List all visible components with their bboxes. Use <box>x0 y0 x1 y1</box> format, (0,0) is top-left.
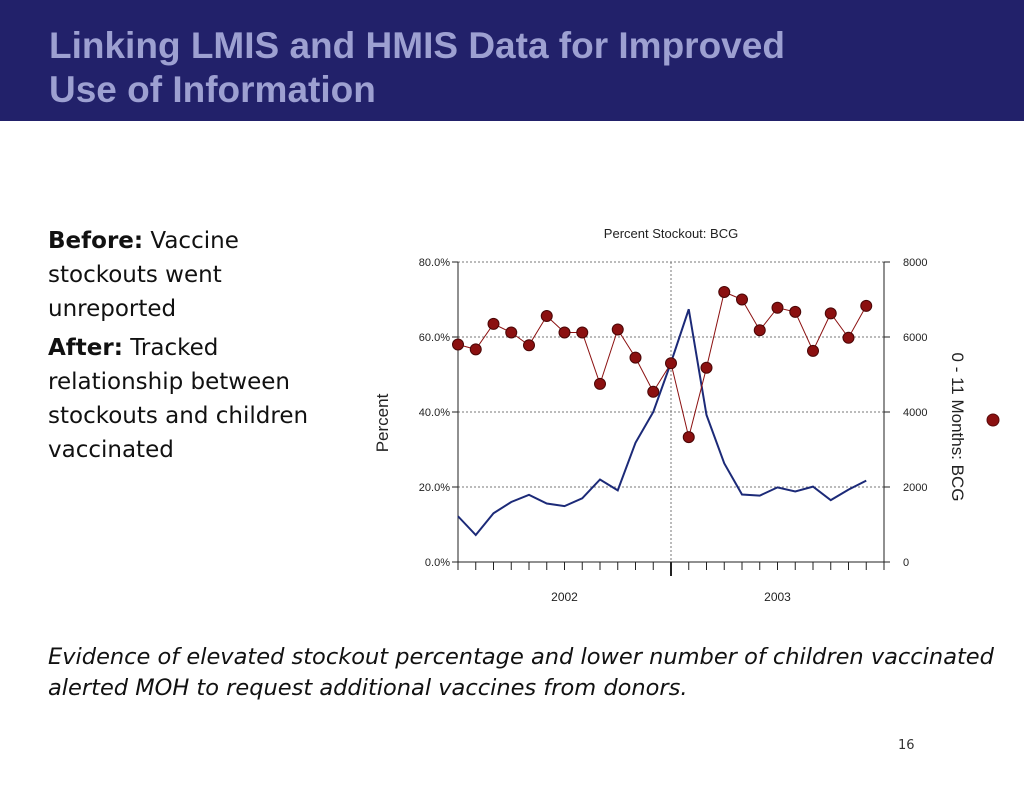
series <box>452 286 873 537</box>
legend-marker-stockout <box>986 413 1000 427</box>
series-point-stockout <box>682 431 695 444</box>
series-point-stockout <box>700 361 713 374</box>
series-point-stockout <box>789 305 802 318</box>
y-tick-label: 60.0% <box>419 332 450 344</box>
gridlines <box>458 261 884 562</box>
x-year-label: 2003 <box>764 590 791 604</box>
series-point-stockout <box>842 331 855 344</box>
title-bar: Linking LMIS and HMIS Data for Improved … <box>0 0 1024 121</box>
series-point-stockout <box>736 293 748 306</box>
series-point-stockout <box>523 339 535 352</box>
y2-tick-label: 0 <box>903 557 909 569</box>
slide-title-line-1: Linking LMIS and HMIS Data for Improved <box>49 25 785 66</box>
series-point-stockout <box>753 324 766 337</box>
y-tick-label: 20.0% <box>419 482 450 494</box>
y-tick-label: 80.0% <box>419 257 450 269</box>
series-point-stockout <box>576 326 589 339</box>
series-point-stockout <box>505 326 518 339</box>
chart-canvas: Percent Stockout: BCG Percent 0 - 11 Mon… <box>373 226 1000 604</box>
caption-text: Evidence of elevated stockout percentage… <box>48 644 994 701</box>
y-tick-label: 40.0% <box>419 407 450 419</box>
series-point-stockout <box>487 317 500 330</box>
bullet-after: After: Tracked relationship between stoc… <box>48 331 348 467</box>
slide-title: Linking LMIS and HMIS Data for Improved … <box>49 24 949 112</box>
y2-tick-label: 2000 <box>903 482 927 494</box>
series-point-stockout <box>629 351 642 364</box>
bullet-before-text: Vaccine stockouts went unreported <box>48 228 239 322</box>
bullet-after-text: Tracked relationship between stockouts a… <box>48 335 309 463</box>
series-point-stockout <box>611 323 624 336</box>
y2-tick-label: 8000 <box>903 257 927 269</box>
series-point-stockout <box>807 344 819 357</box>
series-point-stockout <box>718 286 731 298</box>
series-line-vaccinated <box>457 308 867 537</box>
series-point-stockout <box>469 343 482 356</box>
slide-title-line-2: Use of Information <box>49 69 376 110</box>
stockout-chart: Percent Stockout: BCG Percent 0 - 11 Mon… <box>360 215 1020 610</box>
series-line-stockout <box>457 291 867 438</box>
bullet-after-label: After: <box>48 335 123 361</box>
series-point-stockout <box>452 338 464 351</box>
series-point-stockout <box>558 326 571 339</box>
series-point-stockout <box>665 357 677 370</box>
series-point-stockout <box>771 301 784 314</box>
bullet-list: Before: Vaccine stockouts went unreporte… <box>48 224 348 472</box>
y2-tick-label: 6000 <box>903 332 927 344</box>
series-point-stockout <box>540 310 553 322</box>
series-point-stockout <box>594 377 606 390</box>
bullet-before-label: Before: <box>48 228 144 254</box>
page-number: 16 <box>898 738 915 753</box>
bullet-before: Before: Vaccine stockouts went unreporte… <box>48 224 348 326</box>
series-point-stockout <box>824 307 837 320</box>
chart-title: Percent Stockout: BCG <box>604 226 738 241</box>
y2-axis-label: 0 - 11 Months: BCG <box>948 353 967 502</box>
x-year-label: 2002 <box>551 590 578 604</box>
axes: 0.0% 20.0% 40.0% 60.0% 80.0% 0 2000 4000 6000 800… <box>419 257 928 604</box>
series-point-stockout <box>647 385 660 398</box>
y-axis-label: Percent <box>373 393 392 452</box>
series-point-stockout <box>860 299 873 312</box>
y2-tick-label: 4000 <box>903 407 927 419</box>
y-tick-label: 0.0% <box>425 557 450 569</box>
